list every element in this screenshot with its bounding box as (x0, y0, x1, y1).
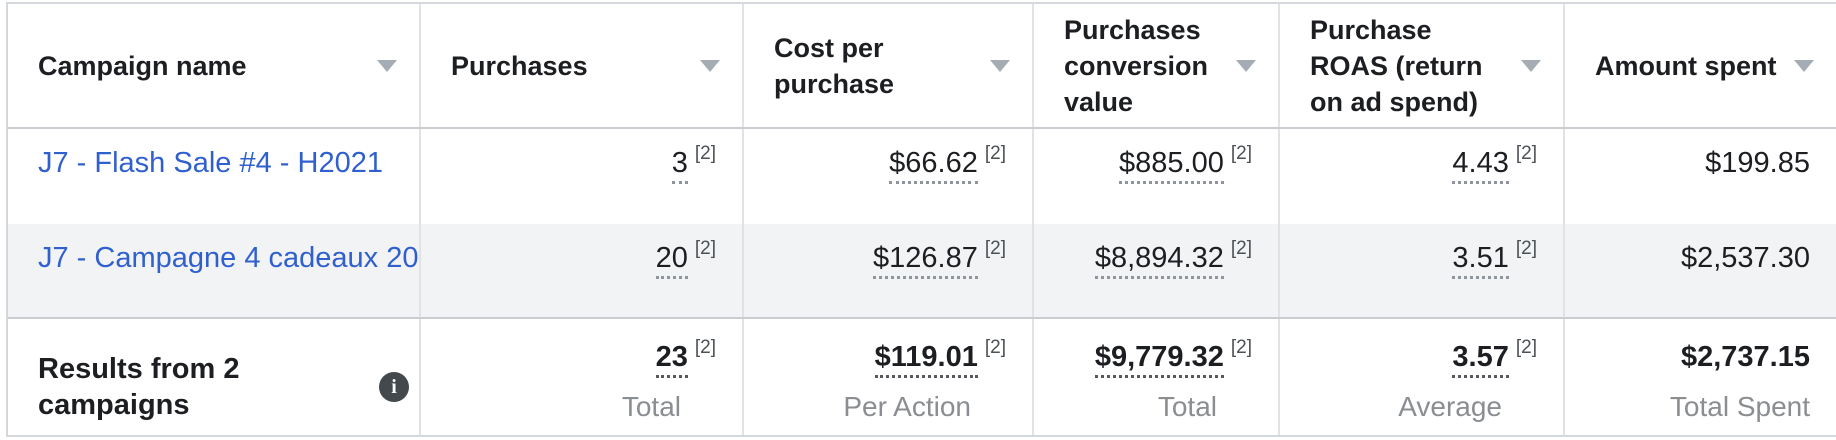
amount-spent-cell: $199.85 (1565, 129, 1836, 224)
metric-value[interactable]: $9,779.32 (1094, 341, 1224, 378)
cost-per-purchase-cell: $126.87 [2] (744, 224, 1034, 317)
footnote-ref[interactable]: [2] (1515, 337, 1537, 359)
roas-cell: 4.43 [2] (1280, 129, 1565, 224)
footnote-ref[interactable]: [2] (1515, 143, 1537, 165)
footnote-ref[interactable]: [2] (1230, 143, 1252, 165)
footnote-ref[interactable]: [2] (1515, 238, 1537, 260)
chevron-down-icon[interactable] (1794, 59, 1814, 72)
campaign-link[interactable]: J7 - Campagne 4 cadeaux 2021 -… (38, 242, 419, 274)
footnote-ref[interactable]: [2] (984, 238, 1006, 260)
column-header-label: Purchases (451, 50, 588, 81)
campaigns-results-table: Campaign name Purchases Cost per purchas… (6, 2, 1836, 437)
metric-value[interactable]: $66.62 (889, 147, 978, 184)
chevron-down-icon[interactable] (377, 59, 397, 72)
totals-label-cell: Results from 2 campaigns i (8, 319, 421, 435)
conversion-value-cell: $885.00 [2] (1034, 129, 1280, 224)
footnote-ref[interactable]: [2] (1230, 238, 1252, 260)
cost-per-purchase-total-cell: $119.01 [2] Per Action (744, 319, 1034, 435)
column-header-purchases[interactable]: Purchases (421, 4, 744, 127)
column-header-label: Amount spent (1595, 50, 1777, 81)
campaign-name-cell: J7 - Flash Sale #4 - H2021 (8, 129, 421, 224)
purchases-total-cell: 23 [2] Total (421, 319, 744, 435)
column-header-label: Campaign name (38, 50, 247, 81)
conversion-value-total-cell: $9,779.32 [2] Total (1034, 319, 1280, 435)
footnote-ref[interactable]: [2] (694, 143, 716, 165)
metric-value[interactable]: 3.57 (1452, 341, 1509, 378)
metric-value[interactable]: 3.51 (1452, 242, 1509, 279)
purchases-cell: 20 [2] (421, 224, 744, 317)
column-header-label: Purchases conversion value (1064, 14, 1209, 117)
roas-cell: 3.51 [2] (1280, 224, 1565, 317)
table-header-row: Campaign name Purchases Cost per purchas… (8, 4, 1836, 129)
footnote-ref[interactable]: [2] (694, 337, 716, 359)
chevron-down-icon[interactable] (1521, 59, 1541, 72)
metric-value[interactable]: 4.43 (1452, 147, 1509, 184)
column-header-amount-spent[interactable]: Amount spent (1565, 4, 1836, 127)
metric-caption: Total (621, 391, 681, 422)
column-header-label: Cost per purchase (774, 32, 895, 99)
metric-value: $199.85 (1705, 147, 1810, 179)
cost-per-purchase-cell: $66.62 [2] (744, 129, 1034, 224)
column-header-cost-per-purchase[interactable]: Cost per purchase (744, 4, 1034, 127)
chevron-down-icon[interactable] (1236, 59, 1256, 72)
column-header-label: Purchase ROAS (return on ad spend) (1310, 14, 1483, 117)
column-header-campaign-name[interactable]: Campaign name (8, 4, 421, 127)
footnote-ref[interactable]: [2] (984, 143, 1006, 165)
campaign-link[interactable]: J7 - Flash Sale #4 - H2021 (38, 147, 383, 179)
totals-row: Results from 2 campaigns i 23 [2] Total $… (8, 317, 1836, 435)
metric-value: $2,537.30 (1680, 242, 1810, 274)
footnote-ref[interactable]: [2] (694, 238, 716, 260)
metric-caption: Average (1398, 391, 1502, 422)
info-icon[interactable]: i (379, 372, 409, 402)
campaign-name-cell: J7 - Campagne 4 cadeaux 2021 -… (8, 224, 421, 317)
table-row: J7 - Campagne 4 cadeaux 2021 -… 20 [2] $1… (8, 224, 1836, 317)
purchases-cell: 3 [2] (421, 129, 744, 224)
amount-spent-total-cell: $2,737.15 Total Spent (1565, 319, 1836, 435)
metric-value[interactable]: $126.87 (873, 242, 978, 279)
column-header-purchase-roas[interactable]: Purchase ROAS (return on ad spend) (1280, 4, 1565, 127)
amount-spent-cell: $2,537.30 (1565, 224, 1836, 317)
metric-value[interactable]: 20 (655, 242, 688, 279)
metric-value[interactable]: $8,894.32 (1094, 242, 1224, 279)
metric-value[interactable]: $885.00 (1119, 147, 1224, 184)
roas-total-cell: 3.57 [2] Average (1280, 319, 1565, 435)
metric-value[interactable]: 3 (671, 147, 688, 184)
table-row: J7 - Flash Sale #4 - H2021 3 [2] $66.62 [2… (8, 129, 1836, 224)
column-header-purchases-conversion-value[interactable]: Purchases conversion value (1034, 4, 1280, 127)
footnote-ref[interactable]: [2] (984, 337, 1006, 359)
metric-value[interactable]: 23 (655, 341, 688, 378)
metric-value: $2,737.15 (1680, 341, 1810, 373)
footnote-ref[interactable]: [2] (1230, 337, 1252, 359)
metric-value[interactable]: $119.01 (874, 341, 978, 378)
chevron-down-icon[interactable] (990, 59, 1010, 72)
metric-caption: Per Action (843, 391, 971, 422)
totals-label: Results from 2 campaigns (38, 353, 240, 421)
chevron-down-icon[interactable] (700, 59, 720, 72)
metric-caption: Total (1157, 391, 1217, 422)
conversion-value-cell: $8,894.32 [2] (1034, 224, 1280, 317)
metric-caption: Total Spent (1669, 391, 1810, 422)
